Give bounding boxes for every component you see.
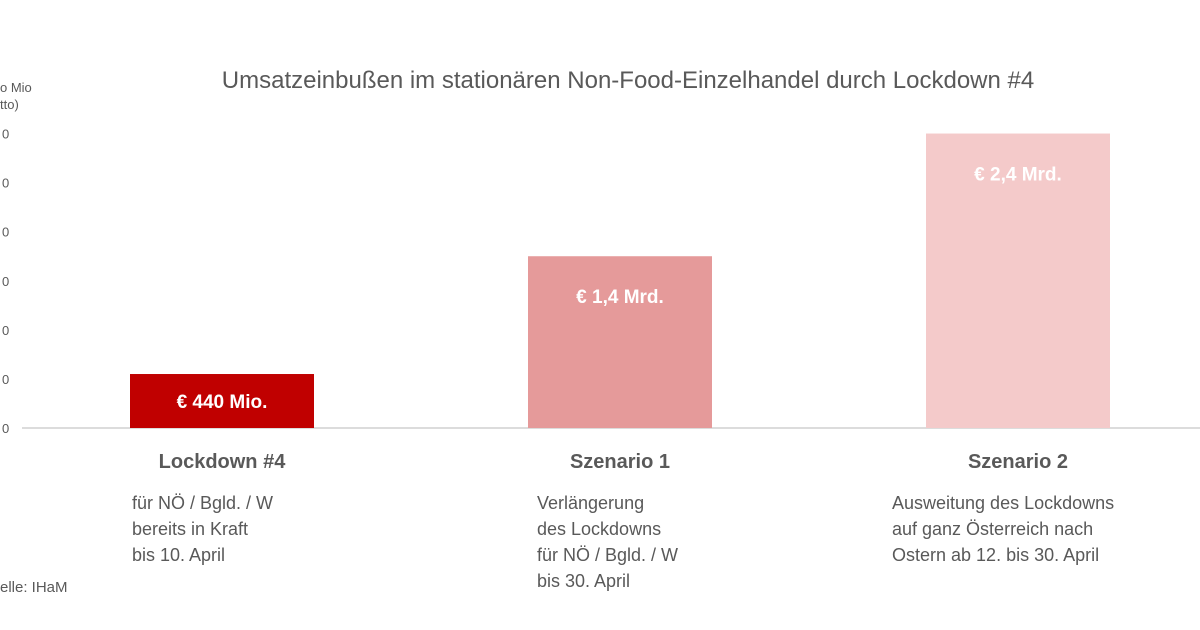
y-tick-label: 0 (2, 372, 9, 387)
category-label: Lockdown #4 (159, 451, 287, 473)
description-szenario-2: Ausweitung des Lockdowns auf ganz Österr… (892, 493, 1115, 565)
category-label: Szenario 1 (570, 451, 670, 473)
bar (130, 374, 314, 428)
bar (528, 256, 712, 428)
y-tick-label: 0 (2, 127, 9, 142)
data-label: € 440 Mio. (177, 392, 268, 413)
y-tick-label: 0 (2, 421, 9, 436)
data-label: € 2,4 Mrd. (974, 165, 1062, 186)
description-szenario-1: Verlängerung des Lockdowns für NÖ / Bgld… (537, 493, 679, 591)
y-tick-label: 0 (2, 225, 9, 240)
y-tick-label: 0 (2, 323, 9, 338)
y-tick-label: 0 (2, 274, 9, 289)
y-tick-label: 0 (2, 176, 9, 191)
y-axis-label-line-1: o Mio (0, 80, 32, 95)
category-label: Szenario 2 (968, 451, 1068, 473)
data-label: € 1,4 Mrd. (576, 287, 664, 308)
description-lockdown-4: für NÖ / Bgld. / W bereits in Kraft bis … (132, 493, 274, 565)
chart-title: Umsatzeinbußen im stationären Non-Food-E… (222, 67, 1034, 94)
y-axis-label-line-2: tto) (0, 97, 19, 112)
source-note: elle: IHaM (0, 579, 68, 596)
bar (926, 133, 1110, 429)
